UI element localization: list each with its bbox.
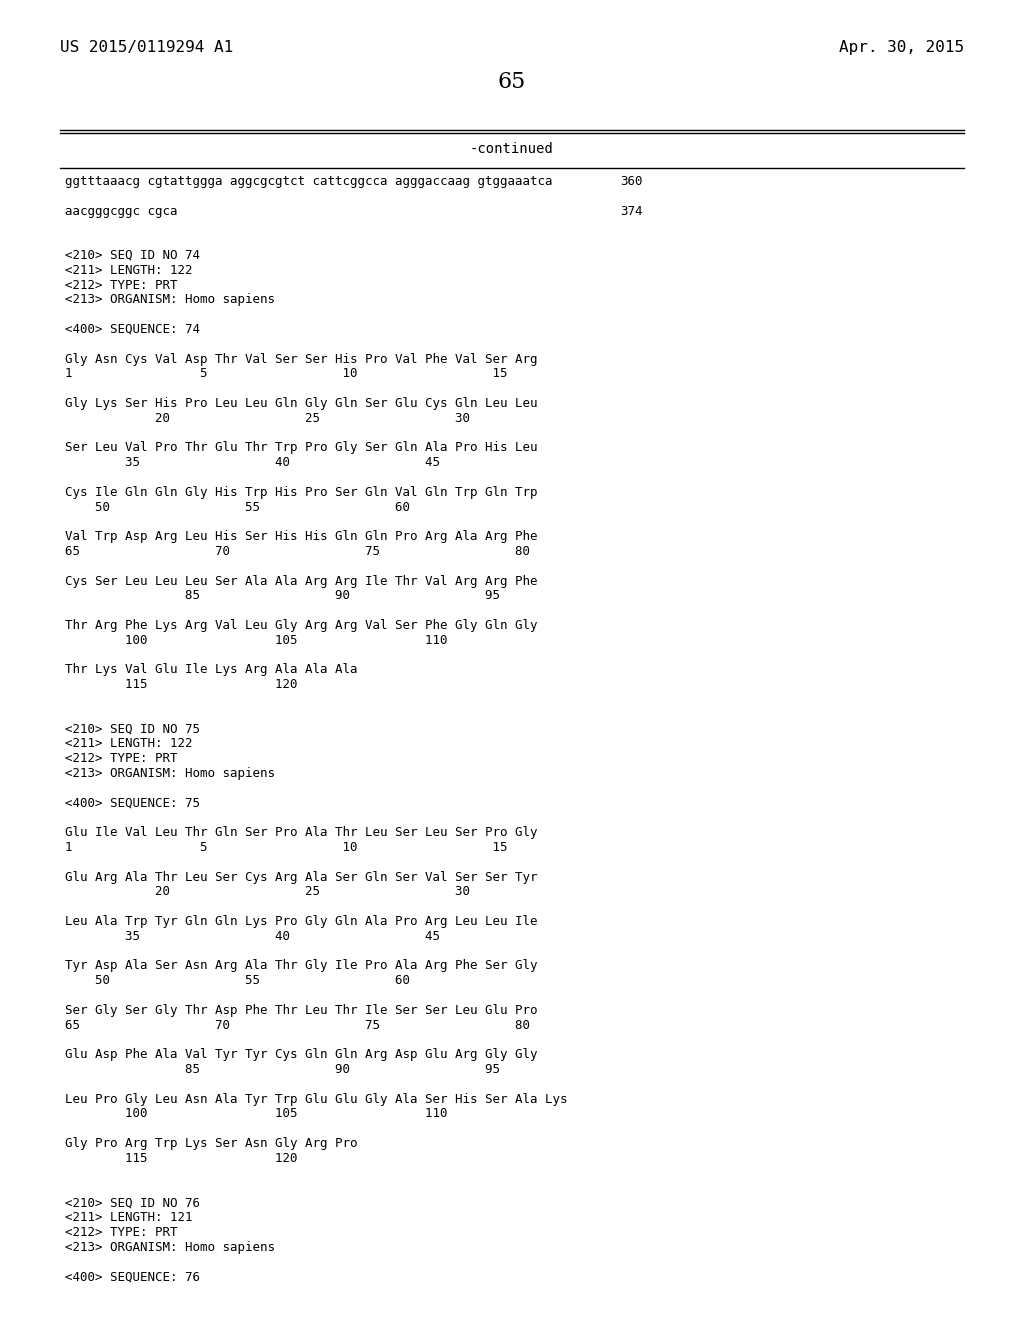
Text: aacgggcggc cgca: aacgggcggc cgca (65, 205, 177, 218)
Text: 65                  70                  75                  80: 65 70 75 80 (65, 1019, 530, 1032)
Text: <213> ORGANISM: Homo sapiens: <213> ORGANISM: Homo sapiens (65, 293, 275, 306)
Text: Ser Gly Ser Gly Thr Asp Phe Thr Leu Thr Ile Ser Ser Leu Glu Pro: Ser Gly Ser Gly Thr Asp Phe Thr Leu Thr … (65, 1003, 538, 1016)
Text: Glu Ile Val Leu Thr Gln Ser Pro Ala Thr Leu Ser Leu Ser Pro Gly: Glu Ile Val Leu Thr Gln Ser Pro Ala Thr … (65, 826, 538, 840)
Text: <210> SEQ ID NO 74: <210> SEQ ID NO 74 (65, 249, 200, 261)
Text: <210> SEQ ID NO 75: <210> SEQ ID NO 75 (65, 722, 200, 735)
Text: Leu Pro Gly Leu Asn Ala Tyr Trp Glu Glu Gly Ala Ser His Ser Ala Lys: Leu Pro Gly Leu Asn Ala Tyr Trp Glu Glu … (65, 1093, 567, 1106)
Text: Cys Ile Gln Gln Gly His Trp His Pro Ser Gln Val Gln Trp Gln Trp: Cys Ile Gln Gln Gly His Trp His Pro Ser … (65, 486, 538, 499)
Text: 50                  55                  60: 50 55 60 (65, 500, 410, 513)
Text: 35                  40                  45: 35 40 45 (65, 929, 440, 942)
Text: 100                 105                 110: 100 105 110 (65, 634, 447, 647)
Text: Apr. 30, 2015: Apr. 30, 2015 (839, 40, 964, 55)
Text: -continued: -continued (470, 143, 554, 156)
Text: US 2015/0119294 A1: US 2015/0119294 A1 (60, 40, 233, 55)
Text: <212> TYPE: PRT: <212> TYPE: PRT (65, 279, 177, 292)
Text: Tyr Asp Ala Ser Asn Arg Ala Thr Gly Ile Pro Ala Arg Phe Ser Gly: Tyr Asp Ala Ser Asn Arg Ala Thr Gly Ile … (65, 960, 538, 973)
Text: <211> LENGTH: 122: <211> LENGTH: 122 (65, 264, 193, 277)
Text: 100                 105                 110: 100 105 110 (65, 1107, 447, 1121)
Text: Thr Lys Val Glu Ile Lys Arg Ala Ala Ala: Thr Lys Val Glu Ile Lys Arg Ala Ala Ala (65, 664, 357, 676)
Text: Val Trp Asp Arg Leu His Ser His His Gln Gln Pro Arg Ala Arg Phe: Val Trp Asp Arg Leu His Ser His His Gln … (65, 531, 538, 544)
Text: 374: 374 (620, 205, 642, 218)
Text: 115                 120: 115 120 (65, 678, 298, 692)
Text: 35                  40                  45: 35 40 45 (65, 457, 440, 469)
Text: <211> LENGTH: 121: <211> LENGTH: 121 (65, 1210, 193, 1224)
Text: Gly Lys Ser His Pro Leu Leu Gln Gly Gln Ser Glu Cys Gln Leu Leu: Gly Lys Ser His Pro Leu Leu Gln Gly Gln … (65, 397, 538, 411)
Text: <213> ORGANISM: Homo sapiens: <213> ORGANISM: Homo sapiens (65, 1241, 275, 1254)
Text: Gly Pro Arg Trp Lys Ser Asn Gly Arg Pro: Gly Pro Arg Trp Lys Ser Asn Gly Arg Pro (65, 1137, 357, 1150)
Text: <400> SEQUENCE: 74: <400> SEQUENCE: 74 (65, 323, 200, 337)
Text: Glu Asp Phe Ala Val Tyr Tyr Cys Gln Gln Arg Asp Glu Arg Gly Gly: Glu Asp Phe Ala Val Tyr Tyr Cys Gln Gln … (65, 1048, 538, 1061)
Text: Cys Ser Leu Leu Leu Ser Ala Ala Arg Arg Ile Thr Val Arg Arg Phe: Cys Ser Leu Leu Leu Ser Ala Ala Arg Arg … (65, 574, 538, 587)
Text: 1                 5                  10                  15: 1 5 10 15 (65, 367, 508, 380)
Text: <400> SEQUENCE: 76: <400> SEQUENCE: 76 (65, 1270, 200, 1283)
Text: ggtttaaacg cgtattggga aggcgcgtct cattcggcca agggaccaag gtggaaatca: ggtttaaacg cgtattggga aggcgcgtct cattcgg… (65, 176, 553, 187)
Text: <211> LENGTH: 122: <211> LENGTH: 122 (65, 738, 193, 750)
Text: 115                 120: 115 120 (65, 1152, 298, 1164)
Text: 50                  55                  60: 50 55 60 (65, 974, 410, 987)
Text: Glu Arg Ala Thr Leu Ser Cys Arg Ala Ser Gln Ser Val Ser Ser Tyr: Glu Arg Ala Thr Leu Ser Cys Arg Ala Ser … (65, 871, 538, 883)
Text: <212> TYPE: PRT: <212> TYPE: PRT (65, 752, 177, 766)
Text: Gly Asn Cys Val Asp Thr Val Ser Ser His Pro Val Phe Val Ser Arg: Gly Asn Cys Val Asp Thr Val Ser Ser His … (65, 352, 538, 366)
Text: 20                  25                  30: 20 25 30 (65, 886, 470, 899)
Text: Ser Leu Val Pro Thr Glu Thr Trp Pro Gly Ser Gln Ala Pro His Leu: Ser Leu Val Pro Thr Glu Thr Trp Pro Gly … (65, 441, 538, 454)
Text: 65: 65 (498, 71, 526, 92)
Text: Thr Arg Phe Lys Arg Val Leu Gly Arg Arg Val Ser Phe Gly Gln Gly: Thr Arg Phe Lys Arg Val Leu Gly Arg Arg … (65, 619, 538, 632)
Text: <213> ORGANISM: Homo sapiens: <213> ORGANISM: Homo sapiens (65, 767, 275, 780)
Text: <212> TYPE: PRT: <212> TYPE: PRT (65, 1226, 177, 1238)
Text: <400> SEQUENCE: 75: <400> SEQUENCE: 75 (65, 796, 200, 809)
Text: 360: 360 (620, 176, 642, 187)
Text: 85                  90                  95: 85 90 95 (65, 1063, 500, 1076)
Text: 20                  25                  30: 20 25 30 (65, 412, 470, 425)
Text: Leu Ala Trp Tyr Gln Gln Lys Pro Gly Gln Ala Pro Arg Leu Leu Ile: Leu Ala Trp Tyr Gln Gln Lys Pro Gly Gln … (65, 915, 538, 928)
Text: 65                  70                  75                  80: 65 70 75 80 (65, 545, 530, 558)
Text: <210> SEQ ID NO 76: <210> SEQ ID NO 76 (65, 1196, 200, 1209)
Text: 1                 5                  10                  15: 1 5 10 15 (65, 841, 508, 854)
Text: 85                  90                  95: 85 90 95 (65, 590, 500, 602)
